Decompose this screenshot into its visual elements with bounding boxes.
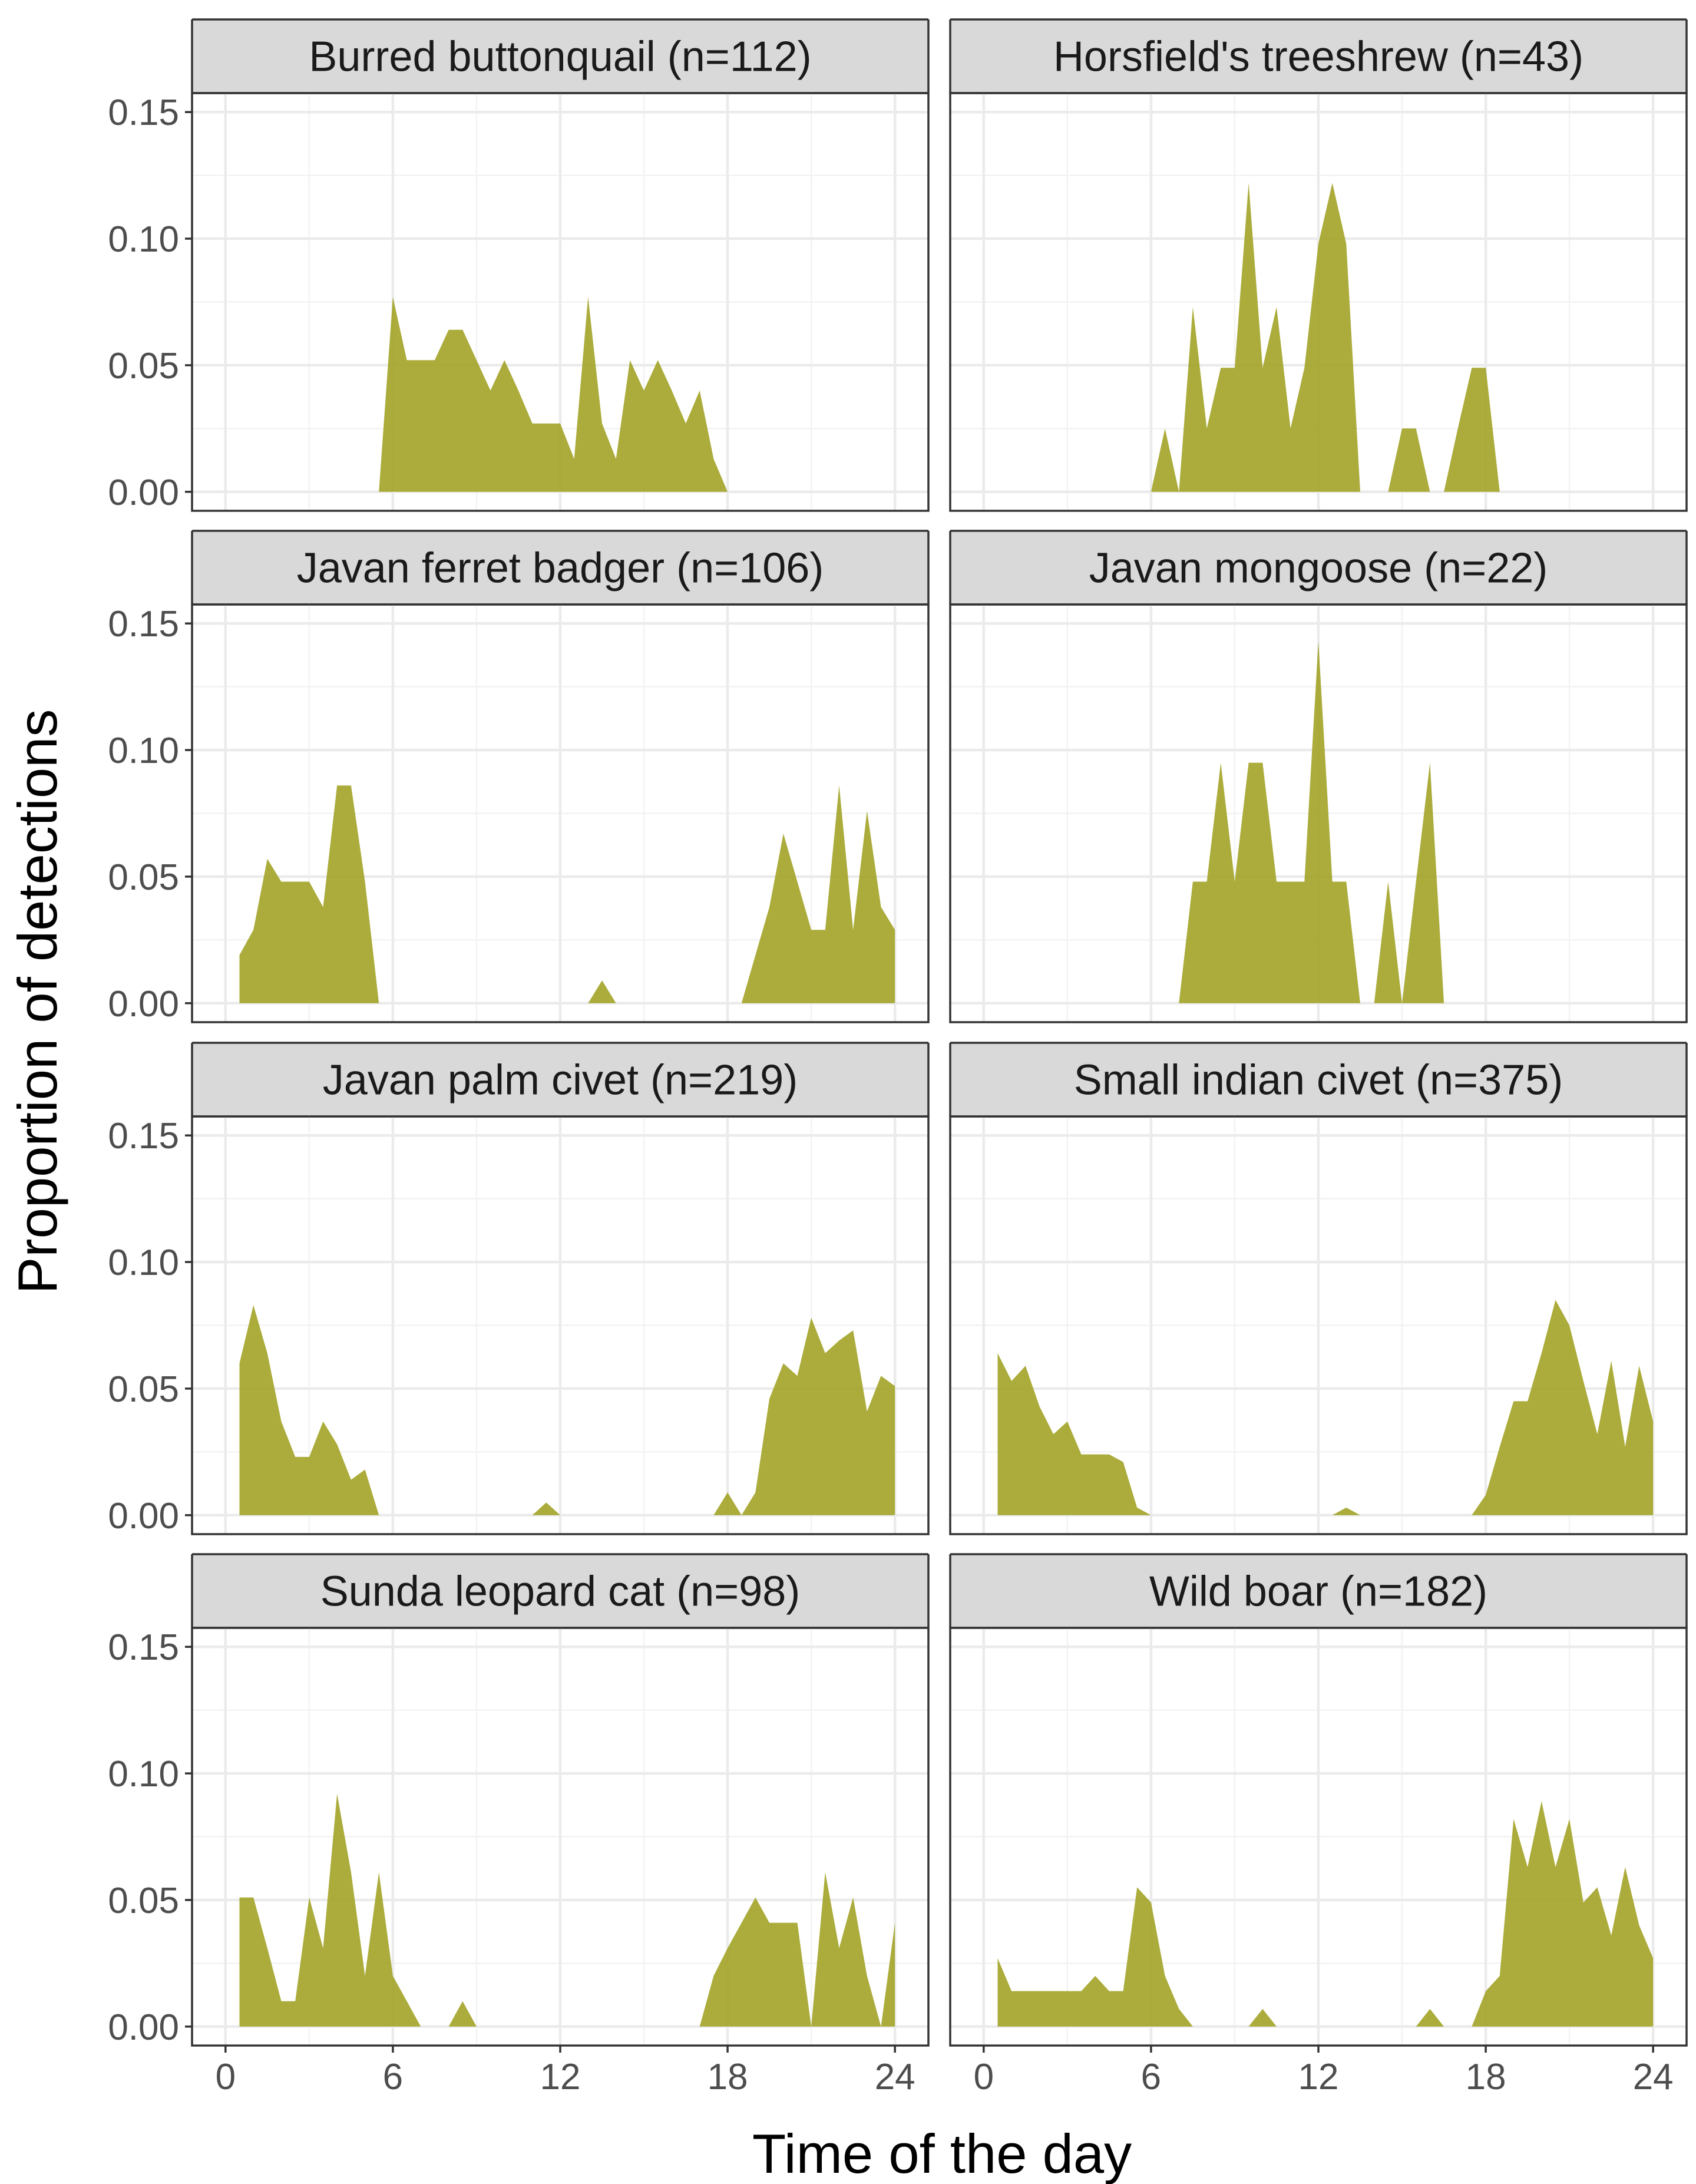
facet-strip xyxy=(192,1043,928,1116)
facet-strip xyxy=(950,1554,1687,1628)
facet-panel: Javan palm civet (n=219) 0.00 0.05 0.10 0.15 xyxy=(108,1042,930,1537)
x-tick-label: 18 xyxy=(708,2057,748,2097)
facet-title: Javan mongoose (n=22) xyxy=(1089,545,1548,592)
y-tick-label: 0.15 xyxy=(108,604,179,645)
detection-area xyxy=(239,785,895,1003)
facet-panel: Small indian civet (n=375) xyxy=(949,1042,1688,1535)
panel-border xyxy=(191,92,930,512)
facet-strip xyxy=(950,19,1687,93)
facet-strip xyxy=(192,531,928,604)
x-tick-label: 6 xyxy=(1141,2057,1161,2097)
facet-title: Burred buttonquail (n=112) xyxy=(309,34,811,81)
facet-strip xyxy=(950,531,1687,604)
detection-area xyxy=(1150,183,1500,492)
facet-panel: Wild boar (n=182) 0 6 12 18 24 xyxy=(949,1553,1688,2097)
facet-panels: Burred buttonquail (n=112) 0.00 0.05 0.10 0.… xyxy=(108,18,1688,2097)
y-tick-label: 0.10 xyxy=(108,1243,179,1283)
facet-strip xyxy=(192,19,928,93)
x-tick-label: 0 xyxy=(216,2057,236,2097)
detection-area xyxy=(379,296,728,492)
y-tick-label: 0.00 xyxy=(108,1496,179,1537)
y-tick-label: 0.05 xyxy=(108,1369,179,1410)
y-tick-label: 0.05 xyxy=(108,346,179,386)
facet-title: Small indian civet (n=375) xyxy=(1074,1057,1563,1104)
x-tick-label: 18 xyxy=(1466,2057,1506,2097)
facet-title: Javan palm civet (n=219) xyxy=(323,1057,798,1104)
y-tick-label: 0.15 xyxy=(108,1627,179,1668)
y-axis-title: Proportion of detections xyxy=(6,709,68,1294)
y-tick-label: 0.10 xyxy=(108,1754,179,1795)
facet-title: Javan ferret badger (n=106) xyxy=(297,545,824,592)
facet-title: Sunda leopard cat (n=98) xyxy=(320,1568,801,1615)
x-tick-label: 12 xyxy=(1298,2057,1339,2097)
y-tick-label: 0.10 xyxy=(108,219,179,260)
detection-area xyxy=(239,1305,895,1515)
y-tick-label: 0.10 xyxy=(108,731,179,771)
x-tick-label: 6 xyxy=(383,2057,403,2097)
detection-area xyxy=(1179,641,1444,1003)
detection-area xyxy=(997,1801,1654,2027)
x-tick-label: 24 xyxy=(1633,2057,1674,2097)
facet-strip xyxy=(950,1043,1687,1116)
y-tick-label: 0.00 xyxy=(108,2007,179,2048)
x-tick-label: 12 xyxy=(540,2057,581,2097)
y-tick-label: 0.00 xyxy=(108,984,179,1025)
y-tick-label: 0.05 xyxy=(108,857,179,898)
x-tick-label: 0 xyxy=(974,2057,994,2097)
detection-area xyxy=(239,1793,895,2027)
panel-border xyxy=(191,1115,930,1535)
panel-border xyxy=(191,603,930,1023)
panel-border xyxy=(949,603,1688,1023)
facet-panel: Javan ferret badger (n=106) 0.00 0.05 0.10 0… xyxy=(108,530,930,1025)
y-tick-label: 0.15 xyxy=(108,1116,179,1157)
facet-panel: Sunda leopard cat (n=98) 0.00 0.05 0.10 0.15… xyxy=(108,1553,930,2097)
facet-title: Horsfield's treeshrew (n=43) xyxy=(1053,34,1583,81)
x-axis-title: Time of the day xyxy=(752,2123,1132,2184)
facet-title: Wild boar (n=182) xyxy=(1149,1568,1487,1615)
facet-panel: Javan mongoose (n=22) xyxy=(949,530,1688,1023)
facet-strip xyxy=(192,1554,928,1628)
facet-panel: Horsfield's treeshrew (n=43) xyxy=(949,18,1688,512)
y-tick-label: 0.05 xyxy=(108,1881,179,1921)
detection-area xyxy=(997,1300,1654,1515)
y-tick-label: 0.00 xyxy=(108,473,179,513)
x-tick-label: 24 xyxy=(875,2057,915,2097)
y-tick-label: 0.15 xyxy=(108,92,179,133)
panel-border xyxy=(949,1115,1688,1535)
facet-panel: Burred buttonquail (n=112) 0.00 0.05 0.10 0.… xyxy=(108,18,930,513)
panel-border xyxy=(949,92,1688,512)
